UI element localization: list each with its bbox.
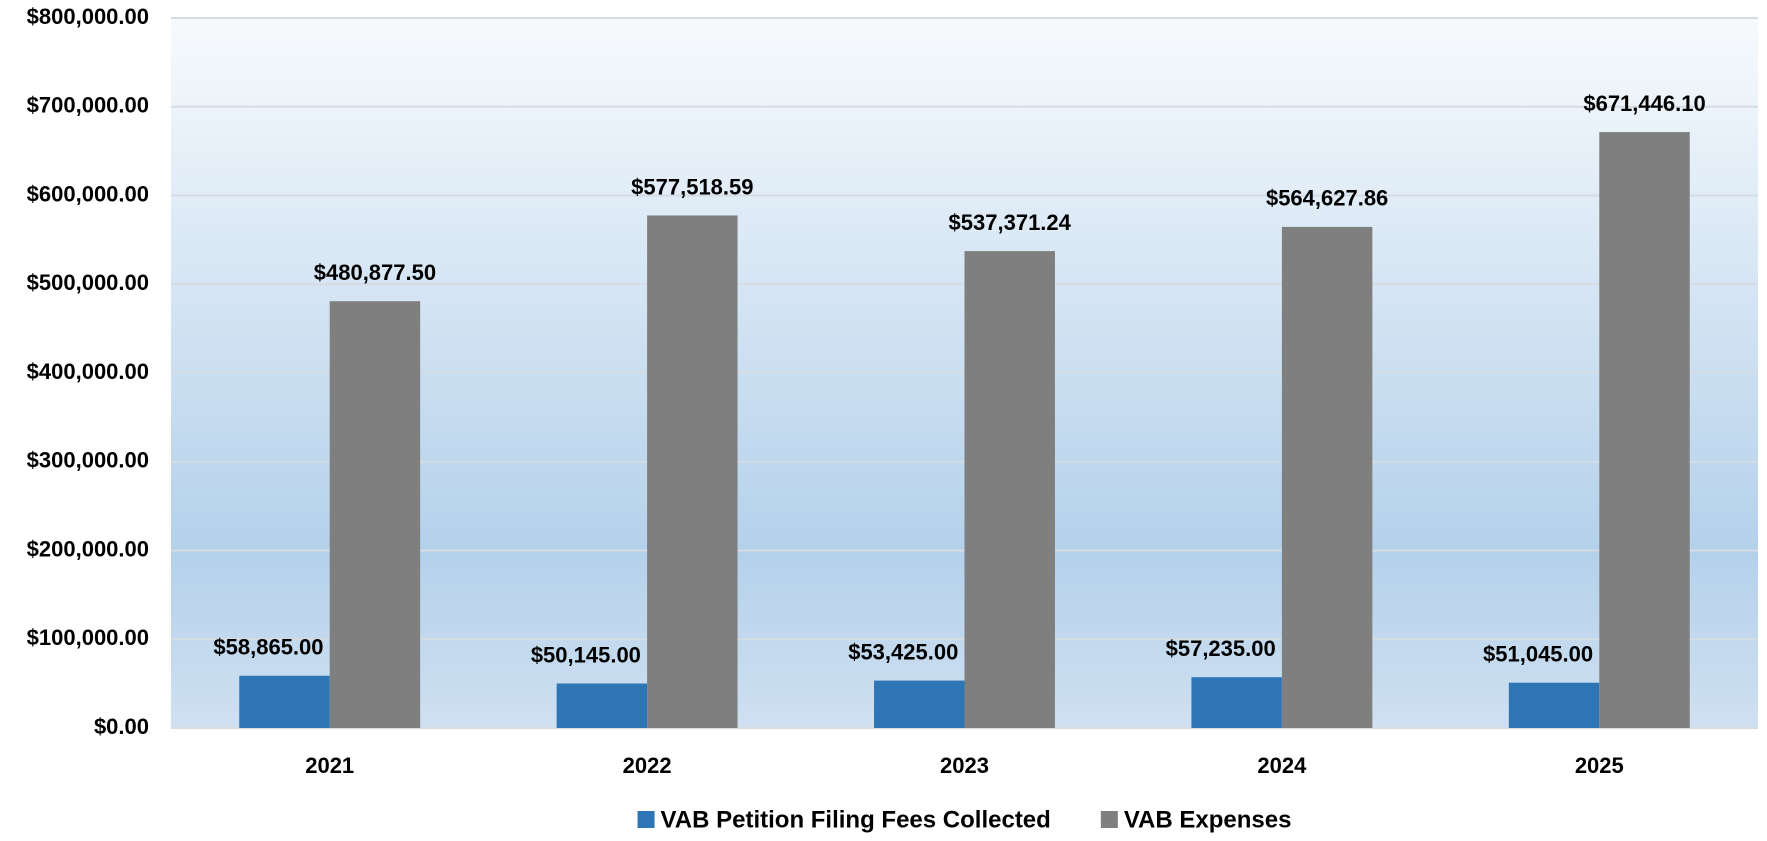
y-tick-label: $600,000.00 [27, 181, 149, 206]
y-tick-label: $700,000.00 [27, 93, 149, 118]
legend: VAB Petition Filing Fees Collected VAB Ex… [637, 806, 1292, 833]
data-label: $537,371.24 [949, 210, 1072, 235]
data-label: $480,877.50 [314, 260, 436, 285]
y-tick-label: $300,000.00 [27, 448, 149, 473]
y-tick-label: $400,000.00 [27, 359, 149, 384]
y-tick-label: $800,000.00 [27, 4, 149, 29]
x-tick-label: 2024 [1257, 753, 1307, 778]
x-tick-label: 2023 [940, 753, 989, 778]
bar [1191, 677, 1282, 728]
x-tick-label: 2021 [305, 753, 354, 778]
bar [1281, 226, 1373, 729]
y-tick-label: $500,000.00 [27, 270, 149, 295]
data-label: $53,425.00 [848, 639, 958, 664]
y-tick-label: $0.00 [94, 714, 149, 739]
data-label: $51,045.00 [1483, 642, 1593, 667]
bar [964, 251, 1055, 729]
bar [329, 301, 421, 728]
bar [1599, 132, 1690, 729]
legend-swatch [637, 811, 655, 828]
legend-swatch [1100, 811, 1118, 828]
bar [239, 675, 330, 728]
x-tick-label: 2025 [1575, 753, 1624, 778]
bar [874, 680, 965, 728]
x-tick-label: 2022 [623, 753, 672, 778]
legend-label: VAB Petition Filing Fees Collected [661, 806, 1051, 833]
data-label: $564,627.86 [1266, 186, 1388, 211]
bar [1508, 682, 1600, 728]
data-label: $57,235.00 [1166, 636, 1276, 661]
y-tick-label: $200,000.00 [27, 536, 149, 561]
data-label: $671,446.10 [1583, 91, 1705, 116]
data-label: $58,865.00 [213, 635, 323, 660]
legend-label: VAB Expenses [1124, 806, 1292, 833]
bar [647, 215, 738, 728]
bar [556, 683, 648, 728]
y-tick-label: $100,000.00 [27, 625, 149, 650]
data-label: $577,518.59 [631, 174, 753, 199]
data-label: $50,145.00 [531, 642, 641, 667]
